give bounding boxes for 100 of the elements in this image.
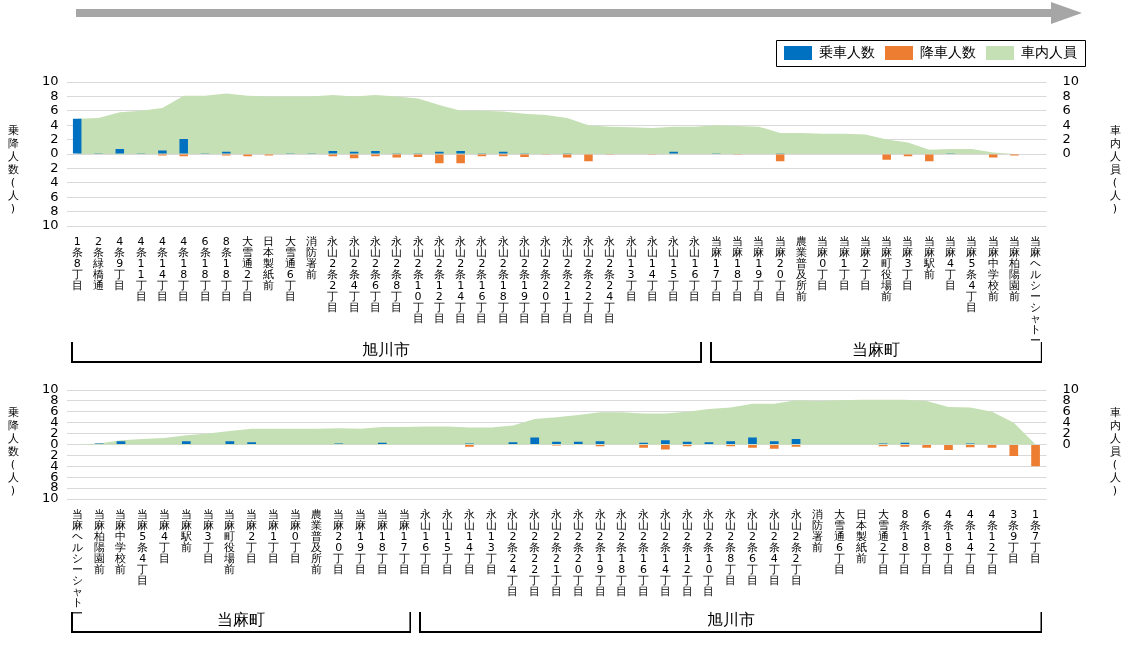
bar (530, 437, 540, 444)
x-tick-label: 4条14丁目 (156, 235, 168, 304)
x-tick-label: 2条緑橋通 (92, 235, 104, 293)
y-tick-label: 6 (50, 188, 59, 204)
x-tick-label: 当麻中学校前 (114, 508, 127, 577)
x-tick-label: 永山2条16丁目 (638, 508, 650, 599)
x-tick-label: 永山16丁目 (689, 235, 701, 304)
x-tick-label: 4条11丁目 (135, 235, 147, 304)
bar (562, 154, 572, 158)
x-tick-label: 永山2条21丁目 (551, 508, 562, 599)
x-tick-label: 当麻柏陽園前 (1008, 235, 1020, 304)
x-tick-label: 当麻17丁目 (710, 235, 722, 304)
bar (922, 445, 932, 448)
x-tick-label: 当麻18丁目 (732, 235, 744, 304)
y-tick-label: 10 (42, 73, 59, 89)
x-tick-label: 永山13丁目 (625, 235, 637, 304)
x-tick-label: 消防署前 (812, 508, 824, 555)
bar (639, 445, 648, 448)
x-tick-label: 当麻町役場前 (880, 235, 893, 304)
x-tick-label: 1条7丁目 (1030, 508, 1042, 566)
y-tick-label: 10 (42, 490, 59, 506)
x-tick-label: 当麻駅前 (922, 235, 935, 282)
x-tick-label: 4条18丁目 (178, 235, 190, 304)
x-tick-label: 永山2条20丁目 (540, 235, 552, 326)
x-tick-label: 6条18丁目 (199, 235, 211, 304)
bar (181, 441, 191, 444)
bar (748, 445, 757, 448)
y2-axis-title: 車内人員(人) (1108, 406, 1122, 497)
x-tick-label: 永山2条16丁目 (476, 235, 488, 326)
bar (661, 440, 670, 444)
bar (573, 441, 583, 444)
x-tick-label: 当麻20丁目 (774, 235, 786, 304)
x-tick-label: 永山2条18丁目 (497, 235, 509, 326)
category-label: 当麻ヘルシーシャトー (71, 508, 83, 621)
bar (944, 445, 953, 450)
x-tick-label: 1条8丁目 (71, 235, 83, 293)
x-tick-label: 当麻3丁目 (902, 235, 914, 293)
x-tick-label: 当麻17丁目 (398, 508, 410, 577)
x-tick-label: 当麻町役場前 (223, 508, 236, 577)
x-tick-label: 当麻0丁目 (289, 508, 301, 566)
x-tick-label: 永山2条4丁目 (768, 508, 780, 588)
x-tick-label: 当麻1丁目 (838, 235, 850, 293)
bar (225, 441, 235, 444)
x-tick-label: 永山2条2丁目 (790, 508, 802, 588)
bar (158, 150, 167, 154)
x-tick-label: 日本製紙前 (855, 508, 867, 566)
x-tick-label: 永山2条12丁目 (681, 508, 693, 599)
bar (726, 441, 736, 444)
x-tick-label: 4条12丁目 (986, 508, 998, 577)
bar (392, 154, 401, 158)
x-tick-label: 永山2条8丁目 (391, 235, 403, 315)
text: 当麻町 (852, 340, 901, 359)
x-tick-label: 当麻駅前 (179, 508, 192, 555)
y-tick-label: 2 (50, 130, 59, 146)
x-tick-label: 4条9丁目 (114, 235, 126, 293)
bar (925, 154, 934, 162)
x-tick-label: 当麻5条4丁目 (137, 508, 149, 588)
x-tick-label: 永山2条12丁目 (433, 235, 445, 326)
x-tick-label: 永山2条19丁目 (519, 235, 531, 326)
x-tick-label: 当麻2丁目 (859, 235, 871, 293)
y2-tick-label: 6 (1062, 102, 1071, 118)
bar (116, 441, 126, 444)
bar (435, 154, 444, 164)
x-tick-label: 3条9丁目 (1008, 508, 1020, 566)
y-axis-title: 乗降人数(人) (6, 124, 20, 215)
x-tick-label: 当麻1丁目 (267, 508, 279, 566)
x-tick-label: 当麻3丁目 (202, 508, 214, 566)
x-tick-label: 当麻20丁目 (333, 508, 345, 577)
x-tick-label: 農業普及所前 (795, 235, 807, 304)
x-tick-label: 大雪通2丁目 (242, 235, 254, 304)
x-tick-label: 永山15丁目 (442, 508, 454, 577)
bar (1009, 445, 1019, 456)
bar (769, 441, 779, 444)
x-tick-label: 大雪通6丁目 (834, 508, 846, 577)
bar (584, 154, 593, 162)
y-tick-label: 8 (50, 87, 59, 103)
bar (1031, 445, 1040, 467)
x-tick-label: 農業普及所前 (311, 508, 323, 577)
y2-axis-title: 車内人員(人) (1108, 124, 1122, 215)
bar (661, 445, 670, 450)
x-tick-label: 永山2条8丁目 (725, 508, 737, 588)
x-tick-label: 当麻2丁目 (246, 508, 258, 566)
x-tick-label: 当麻19丁目 (355, 508, 367, 577)
y-tick-label: 10 (42, 217, 59, 233)
x-tick-label: 6条18丁目 (921, 508, 933, 577)
x-tick-label: 永山2条20丁目 (572, 508, 584, 599)
bar (682, 441, 692, 444)
bar (988, 154, 998, 158)
bar (179, 138, 188, 154)
x-tick-label: 当麻5条4丁目 (966, 235, 978, 315)
y-tick-label: 0 (50, 145, 59, 161)
x-tick-label: 永山15丁目 (668, 235, 680, 304)
y2-tick-label: 10 (1062, 73, 1079, 89)
y2-tick-label: 8 (1062, 87, 1071, 103)
x-tick-label: 永山2条2丁目 (327, 235, 339, 315)
bar (72, 118, 82, 154)
bar (115, 148, 125, 154)
x-tick-label: 永山16丁目 (420, 508, 432, 577)
y-tick-label: 4 (50, 174, 59, 190)
x-tick-label: 永山2条4丁目 (348, 235, 360, 315)
